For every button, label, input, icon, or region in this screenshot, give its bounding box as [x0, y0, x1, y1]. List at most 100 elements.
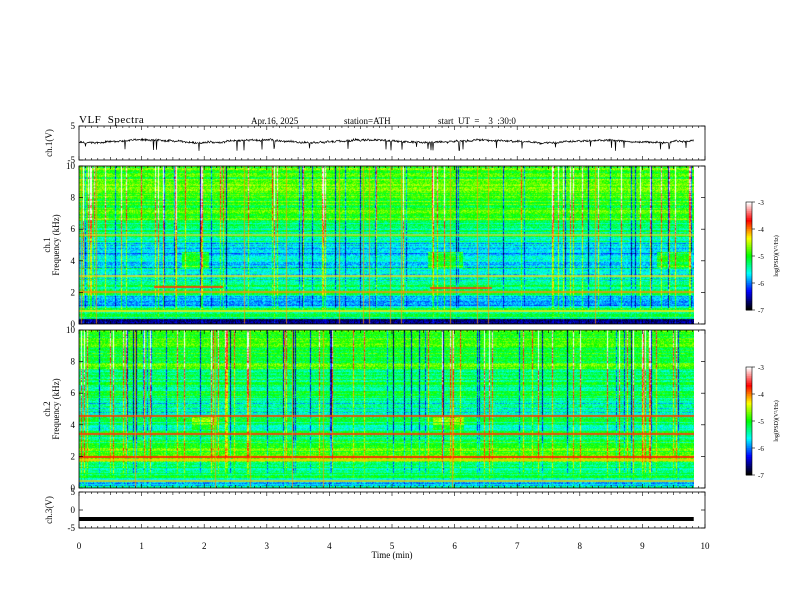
x-tick-label: 9	[640, 541, 645, 551]
ch2-colorbar-tick-label: -6	[758, 445, 764, 453]
ch2-colorbar-segment	[746, 428, 752, 431]
ch1-colorbar-segment	[746, 272, 752, 275]
ch1-colorbar-segment	[746, 243, 752, 246]
ch1-colorbar-segment	[746, 223, 752, 226]
ch2-freq-y-tick-label: 2	[71, 451, 76, 461]
ch2-colorbar-segment	[746, 383, 752, 386]
ch1-colorbar-segment	[746, 205, 752, 208]
ch1-colorbar-tick-label: -6	[758, 280, 764, 288]
ch2-colorbar-segment	[746, 390, 752, 393]
ch2-colorbar-segment	[746, 460, 752, 463]
ch1-colorbar-segment	[746, 295, 752, 298]
ch1-freq-y-tick-label: 2	[71, 287, 76, 297]
x-tick-label: 5	[390, 541, 395, 551]
ch1-colorbar-segment	[746, 236, 752, 239]
ch2-colorbar-segment	[746, 433, 752, 436]
ch2-colorbar-segment	[746, 439, 752, 442]
start-ut-label: start UT = 3 :30:0	[438, 116, 516, 126]
ch1-colorbar-tick-label: -3	[758, 199, 764, 207]
ch3-waveform-ylabel: ch.3(V)	[44, 496, 54, 524]
ch2-colorbar-segment	[746, 467, 752, 471]
ch2-colorbar-segment	[746, 410, 752, 413]
ch1-freq-y-tick-label: 0	[71, 319, 76, 329]
ch2-colorbar-segment	[746, 426, 752, 429]
x-tick-label: 2	[202, 541, 207, 551]
ch1-colorbar-segment	[746, 308, 752, 311]
x-tick-label: 10	[701, 541, 711, 551]
ch2-colorbar-segment	[746, 455, 752, 458]
ch1-colorbar-segment	[746, 302, 752, 306]
ch2-colorbar-segment	[746, 437, 752, 440]
ch1-colorbar-segment	[746, 256, 752, 259]
ch1-colorbar-segment	[746, 247, 752, 250]
ch1-colorbar-segment	[746, 245, 752, 248]
ch1-colorbar-segment	[746, 227, 752, 230]
ch1-colorbar-segment	[746, 270, 752, 273]
ch2-freq-ylabel: Frequency (kHz)	[51, 378, 61, 439]
ch2-colorbar-segment	[746, 457, 752, 460]
ch1-colorbar-segment	[746, 229, 752, 232]
ch3-waveform-y-tick-label: 5	[71, 487, 76, 497]
ch2-colorbar-segment	[746, 376, 752, 379]
ch2-colorbar-segment	[746, 430, 752, 433]
ch2-freq-y-tick-label: 6	[71, 388, 76, 398]
ch2-colorbar-segment	[746, 449, 752, 453]
ch1-freq-ylabel: Frequency (kHz)	[51, 214, 61, 275]
x-tick-label: 1	[139, 541, 144, 551]
ch2-colorbar-segment	[746, 388, 752, 391]
date-label: Apr.16, 2025	[251, 116, 299, 126]
ch1-spectrogram-image	[79, 166, 694, 324]
ch2-colorbar-segment	[746, 469, 752, 472]
ch1-colorbar-segment	[746, 266, 752, 270]
ch1-colorbar-segment	[746, 252, 752, 255]
x-axis-label: Time (min)	[372, 550, 413, 560]
ch2-colorbar-segment	[746, 473, 752, 476]
ch1-colorbar-segment	[746, 292, 752, 295]
ch2-colorbar-segment	[746, 435, 752, 438]
ch1-freq-ylabel: ch.1	[42, 237, 52, 252]
ch2-colorbar-segment	[746, 372, 752, 375]
ch1-colorbar-segment	[746, 239, 752, 243]
ch1-colorbar-segment	[746, 203, 752, 207]
ch1-colorbar-segment	[746, 202, 752, 205]
ch1-colorbar-segment	[746, 283, 752, 286]
ch2-colorbar-segment	[746, 444, 752, 447]
ch1-colorbar-segment	[746, 218, 752, 221]
ch1-colorbar-segment	[746, 268, 752, 271]
ch2-colorbar-segment	[746, 385, 752, 388]
ch2-colorbar-segment	[746, 466, 752, 469]
ch2-colorbar-segment	[746, 401, 752, 404]
ch2-colorbar-segment	[746, 394, 752, 397]
ch2-colorbar-segment	[746, 374, 752, 377]
ch2-colorbar-segment	[746, 386, 752, 390]
chart-title: VLF Spectra	[79, 114, 145, 126]
ch2-colorbar-tick-label: -7	[758, 472, 764, 480]
ch1-colorbar-segment	[746, 257, 752, 261]
ch1-colorbar-segment	[746, 301, 752, 304]
ch2-colorbar-segment	[746, 471, 752, 474]
ch2-colorbar-segment	[746, 413, 752, 417]
ch2-colorbar-segment	[746, 408, 752, 411]
ch2-colorbar-segment	[746, 442, 752, 445]
ch1-colorbar-segment	[746, 259, 752, 262]
ch1-colorbar-segment	[746, 284, 752, 288]
ch1-colorbar-segment	[746, 293, 752, 297]
ch1-colorbar-segment	[746, 234, 752, 237]
ch2-colorbar-segment	[746, 422, 752, 426]
ch1-colorbar-segment	[746, 263, 752, 266]
ch2-spectrogram-image	[79, 330, 694, 488]
station-label: station=ATH	[344, 116, 391, 126]
ch1-waveform-y-tick-label: 5	[71, 121, 76, 131]
ch1-colorbar-segment	[746, 232, 752, 235]
ch2-colorbar-label: log(PSD)(V²/Hz)	[773, 400, 780, 441]
ch1-colorbar-segment	[746, 275, 752, 279]
ch2-freq-y-tick-label: 4	[71, 420, 76, 430]
ch1-colorbar-segment	[746, 279, 752, 282]
ch1-waveform-line	[78, 137, 694, 151]
ch2-colorbar-segment	[746, 397, 752, 400]
x-tick-label: 6	[452, 541, 457, 551]
ch3-waveform-y-tick-label: -5	[68, 523, 76, 533]
ch1-colorbar-tick-label: -7	[758, 307, 764, 315]
ch1-colorbar-segment	[746, 214, 752, 217]
